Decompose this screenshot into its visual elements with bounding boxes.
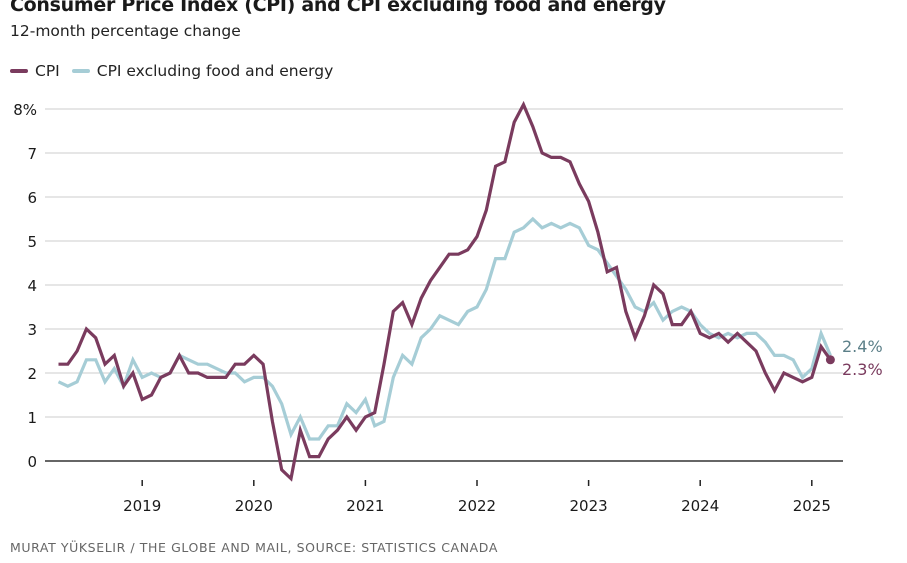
y-tick-label: 8%	[13, 101, 37, 119]
cpi-end-label: 2.3%	[842, 360, 883, 379]
y-tick-label: 5	[27, 233, 37, 251]
legend: CPI CPI excluding food and energy	[10, 62, 345, 80]
x-tick-label: 2020	[235, 497, 273, 515]
gridlines	[45, 108, 843, 462]
y-axis-tick-labels: 0 1 2 3 4 5 6 7 8%	[13, 101, 37, 471]
legend-item-core-cpi: CPI excluding food and energy	[71, 62, 334, 80]
x-tick-label: 2021	[346, 497, 384, 515]
y-tick-label: 7	[27, 145, 37, 163]
cpi-end-dot	[825, 355, 835, 365]
chart-title: Consumer Price Index (CPI) and CPI exclu…	[10, 0, 666, 16]
source-credit: MURAT YÜKSELIR / THE GLOBE AND MAIL, SOU…	[10, 540, 498, 555]
x-tick-label: 2025	[793, 497, 831, 515]
core-cpi-line	[57, 216, 832, 441]
y-tick-label: 0	[27, 453, 37, 471]
x-axis-ticks: 2019 2020 2021 2022 2023 2024 2025	[123, 480, 831, 515]
legend-label-cpi: CPI	[35, 62, 60, 80]
y-tick-label: 3	[27, 321, 37, 339]
x-tick-label: 2023	[570, 497, 608, 515]
y-tick-label: 6	[27, 189, 37, 207]
x-tick-label: 2024	[681, 497, 719, 515]
y-tick-label: 2	[27, 365, 37, 383]
legend-swatch-core-cpi	[71, 69, 90, 73]
chart-subtitle: 12-month percentage change	[10, 22, 241, 40]
x-tick-label: 2022	[458, 497, 496, 515]
y-tick-label: 1	[27, 409, 37, 427]
legend-label-core-cpi: CPI excluding food and energy	[96, 62, 334, 80]
core-cpi-end-label: 2.4%	[842, 337, 883, 356]
y-tick-label: 4	[27, 277, 37, 295]
end-labels: 2.4% 2.3%	[842, 337, 883, 379]
cpi-line	[58, 100, 832, 482]
series-lines	[57, 100, 835, 482]
x-tick-label: 2019	[123, 497, 161, 515]
legend-swatch-cpi	[10, 69, 28, 73]
legend-item-cpi: CPI	[10, 62, 60, 80]
